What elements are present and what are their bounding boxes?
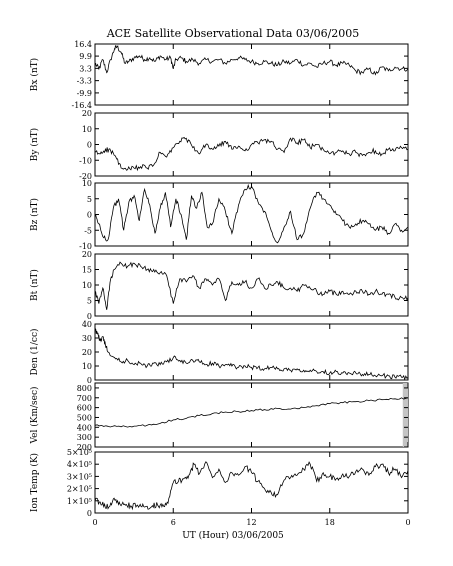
y-axis-title: Den (1/cc) <box>29 328 40 375</box>
y-tick-label: 5 <box>87 297 92 306</box>
y-axis-title: By (nT) <box>29 128 40 161</box>
panel-frame <box>94 323 409 381</box>
y-tick-label: 800 <box>77 384 92 393</box>
y-tick-label: 5×10⁵ <box>67 448 92 457</box>
y-tick-label: 5 <box>87 195 92 204</box>
y-tick-label: 400 <box>77 423 92 432</box>
y-tick-label: 0 <box>87 211 92 220</box>
y-axis-title: Bz (nT) <box>29 198 40 231</box>
y-tick-label: 0 <box>87 141 92 150</box>
y-tick-label: -16.4 <box>71 101 92 110</box>
panel-frame <box>94 253 409 317</box>
y-tick-label: 20 <box>82 109 92 118</box>
x-tick-label: 18 <box>325 518 335 527</box>
y-axis-title: Bt (nT) <box>29 269 40 301</box>
y-tick-label: 2×10⁵ <box>67 485 92 494</box>
y-tick-label: 0 <box>87 312 92 321</box>
series-line-vel <box>94 397 409 428</box>
no-data-region <box>402 383 408 447</box>
y-tick-label: 15 <box>82 266 92 275</box>
x-axis-title: UT (Hour) 03/06/2005 <box>182 530 284 541</box>
panel-by: 20 10 0 -10 -20 By (nT) <box>29 109 409 181</box>
y-tick-label: 10 <box>82 362 92 371</box>
y-tick-label: 40 <box>82 320 92 329</box>
chart-title: ACE Satellite Observational Data 03/06/2… <box>106 27 360 40</box>
y-tick-label: 16.4 <box>74 40 92 49</box>
y-tick-label: 300 <box>77 433 92 442</box>
y-tick-label: 10 <box>82 281 92 290</box>
y-tick-label: -10 <box>79 242 92 251</box>
y-tick-label: 1×10⁵ <box>67 497 92 506</box>
y-tick-label: 500 <box>77 413 92 422</box>
y-tick-label: -20 <box>79 172 92 181</box>
panel-bx: 16.4 9.9 3.3 -3.3 -9.9 -16.4 Bx (nT) <box>29 40 409 110</box>
panels-layer: 16.4 9.9 3.3 -3.3 -9.9 -16.4 Bx (nT) 20 10 0 -10 -2… <box>29 40 411 527</box>
series-line-bx <box>94 45 409 76</box>
y-tick-label: 10 <box>82 125 92 134</box>
x-tick-label: 0 <box>92 518 97 527</box>
y-tick-label: 20 <box>82 250 92 259</box>
y-tick-label: 30 <box>82 334 92 343</box>
series-line-iontemp <box>94 461 409 511</box>
y-axis-title: Vel (Km/sec) <box>29 386 40 444</box>
panel-bz: 10 5 0 -5 -10 Bz (nT) <box>29 179 409 251</box>
panel-iontemp: 5×10⁵ 4×10⁵ 3×10⁵ 2×10⁵ 1×10⁵ 0 Ion Temp (K) <box>29 448 409 518</box>
y-tick-label: 20 <box>82 348 92 357</box>
y-tick-label: 0 <box>87 376 92 385</box>
panel-frame <box>94 451 409 514</box>
x-tick-label: 12 <box>246 518 256 527</box>
y-tick-label: -3.3 <box>77 77 92 86</box>
y-tick-label: 0 <box>87 509 92 518</box>
series-line-den <box>94 327 409 381</box>
y-tick-label: 3×10⁵ <box>67 472 92 481</box>
y-tick-label: 700 <box>77 394 92 403</box>
x-tick-label: 0 <box>405 518 410 527</box>
panel-frame <box>94 382 409 448</box>
y-axis-title: Ion Temp (K) <box>29 453 40 512</box>
y-tick-label: 4×10⁵ <box>67 460 92 469</box>
panel-frame <box>94 182 409 247</box>
y-tick-label: -10 <box>79 156 92 165</box>
y-tick-label: -5 <box>84 226 92 235</box>
y-axis-title: Bx (nT) <box>29 58 40 91</box>
panel-bt: 20 15 10 5 0 Bt (nT) <box>29 250 409 321</box>
y-tick-label: 9.9 <box>79 52 92 61</box>
series-line-by <box>94 136 409 172</box>
y-tick-label: 10 <box>82 179 92 188</box>
y-tick-label: 600 <box>77 404 92 413</box>
panel-frame <box>94 43 409 106</box>
series-line-bt <box>94 261 409 310</box>
x-tick-label: 6 <box>171 518 176 527</box>
y-tick-label: 3.3 <box>79 64 92 73</box>
y-tick-label: 200 <box>77 443 92 452</box>
panel-den: 40 30 20 10 0 Den (1/cc) <box>29 320 409 385</box>
series-line-bz <box>94 183 409 244</box>
y-tick-label: -9.9 <box>77 89 92 98</box>
